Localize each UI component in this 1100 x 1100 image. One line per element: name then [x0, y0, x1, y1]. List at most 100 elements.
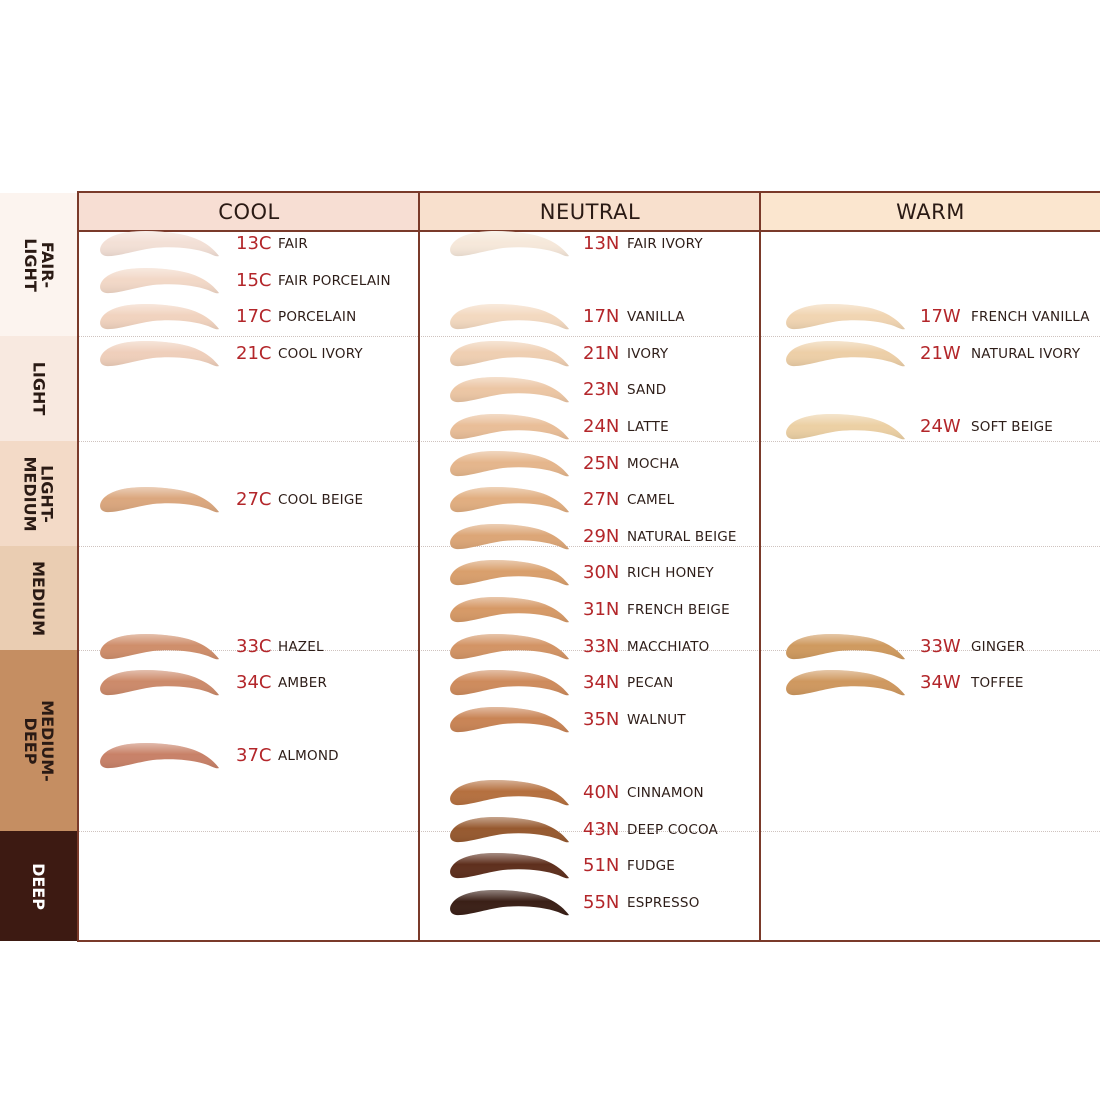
- shade-name: CAMEL: [627, 492, 675, 509]
- swatch-17n: [448, 297, 572, 337]
- row-label: MEDIUM: [29, 560, 48, 636]
- swatch-13n: [448, 224, 572, 264]
- shade-name: ALMOND: [278, 748, 339, 765]
- swatch-34w: [784, 663, 908, 703]
- row-band-fairlight: FAIR- LIGHT: [0, 193, 77, 336]
- swatch-sheen: [450, 413, 569, 440]
- shade-code: 51N: [583, 855, 620, 877]
- row-band-mediumdeep: MEDIUM- DEEP: [0, 650, 77, 831]
- column-divider: [418, 191, 420, 942]
- shade-name: MOCHA: [627, 455, 680, 472]
- shade-name: FRENCH BEIGE: [627, 602, 730, 618]
- row-divider: [79, 336, 1100, 337]
- shade-code: 27N: [583, 489, 620, 511]
- shade-code: 17N: [583, 306, 620, 328]
- shade-code: 34W: [920, 672, 961, 694]
- swatch-sheen: [450, 670, 569, 696]
- row-label: DEEP: [29, 862, 48, 910]
- shade-name: AMBER: [278, 675, 328, 692]
- shade-code: 21C: [236, 342, 272, 364]
- swatch-sheen: [450, 560, 569, 586]
- row-label: FAIR- LIGHT: [20, 237, 57, 292]
- shade-name: TOFFEE: [971, 675, 1024, 692]
- shade-name: NATURAL IVORY: [971, 345, 1081, 362]
- swatch-17c: [98, 297, 222, 337]
- shade-name: FAIR PORCELAIN: [278, 272, 391, 289]
- shade-code: 33N: [583, 635, 620, 657]
- shade-name: ESPRESSO: [627, 894, 700, 911]
- row-label-line: LIGHT: [29, 361, 48, 416]
- shade-code: 13N: [583, 233, 620, 254]
- swatch-sheen: [450, 853, 569, 879]
- shade-name: RICH HONEY: [627, 565, 714, 582]
- shade-name: FAIR: [278, 236, 308, 252]
- swatch-31n: [448, 590, 572, 630]
- swatch-55n: [448, 883, 572, 923]
- shade-code: 23N: [583, 379, 620, 401]
- swatch-sheen: [786, 304, 905, 330]
- row-band-lightmedium: LIGHT- MEDIUM: [0, 441, 77, 546]
- row-divider: [79, 650, 1100, 651]
- shade-name: SOFT BEIGE: [971, 419, 1054, 435]
- shade-code: 34N: [583, 672, 620, 694]
- row-label-line: MEDIUM: [29, 560, 48, 636]
- top-border: [77, 191, 1100, 193]
- shade-name: PECAN: [627, 675, 674, 692]
- shade-name: CINNAMON: [627, 785, 704, 801]
- swatch-sheen: [786, 340, 905, 367]
- swatch-sheen: [450, 230, 569, 257]
- shade-name: LATTE: [627, 419, 669, 435]
- shade-name: VANILLA: [627, 309, 685, 326]
- column-header-cool: COOL: [79, 193, 419, 230]
- swatch-23n: [448, 370, 572, 410]
- swatch-33w: [784, 627, 908, 667]
- swatch-33c: [98, 627, 222, 667]
- shade-name: COOL BEIGE: [278, 492, 364, 509]
- shade-code: 13C: [236, 233, 272, 254]
- column-header-neutral: NEUTRAL: [420, 193, 760, 230]
- shade-name: WALNUT: [627, 711, 686, 728]
- swatch-sheen: [450, 779, 569, 806]
- swatch-51n: [448, 846, 572, 886]
- shade-code: 29N: [583, 525, 620, 547]
- swatch-40n: [448, 773, 572, 813]
- shade-name: FAIR IVORY: [627, 236, 703, 252]
- row-label-line: FAIR-: [37, 241, 57, 288]
- swatch-33n: [448, 627, 572, 667]
- swatch-34c: [98, 663, 222, 703]
- row-divider: [79, 441, 1100, 442]
- swatch-21c: [98, 334, 222, 374]
- row-label-line: MEDIUM: [20, 456, 40, 531]
- swatch-sheen: [100, 670, 219, 696]
- swatch-37c: [98, 736, 222, 776]
- swatch-sheen: [786, 670, 905, 696]
- swatch-13c: [98, 224, 222, 264]
- swatch-27c: [98, 480, 222, 520]
- shade-name: FRENCH VANILLA: [971, 309, 1090, 326]
- shade-code: 35N: [583, 708, 620, 730]
- swatch-sheen: [100, 633, 219, 659]
- row-label-line: LIGHT: [20, 237, 40, 292]
- swatch-sheen: [100, 304, 219, 330]
- shade-code: 21W: [920, 342, 961, 364]
- row-band-medium: MEDIUM: [0, 546, 77, 650]
- swatch-sheen: [450, 523, 569, 550]
- swatch-sheen: [786, 633, 905, 659]
- shade-name: COOL IVORY: [278, 345, 363, 362]
- shade-name: HAZEL: [278, 638, 324, 655]
- bottom-border: [77, 940, 1100, 942]
- row-label-line: DEEP: [29, 862, 48, 910]
- swatch-sheen: [100, 230, 219, 257]
- row-label: MEDIUM- DEEP: [21, 700, 57, 782]
- shade-code: 17C: [236, 306, 272, 328]
- shade-code: 21N: [583, 342, 620, 364]
- shade-code: 15C: [236, 269, 272, 291]
- shade-code: 17W: [920, 306, 961, 328]
- shade-code: 24N: [583, 416, 620, 437]
- swatch-sheen: [100, 743, 219, 769]
- row-label: LIGHT: [29, 361, 48, 416]
- swatch-43n: [448, 810, 572, 850]
- shade-name: PORCELAIN: [278, 309, 357, 326]
- shade-name: GINGER: [971, 638, 1026, 655]
